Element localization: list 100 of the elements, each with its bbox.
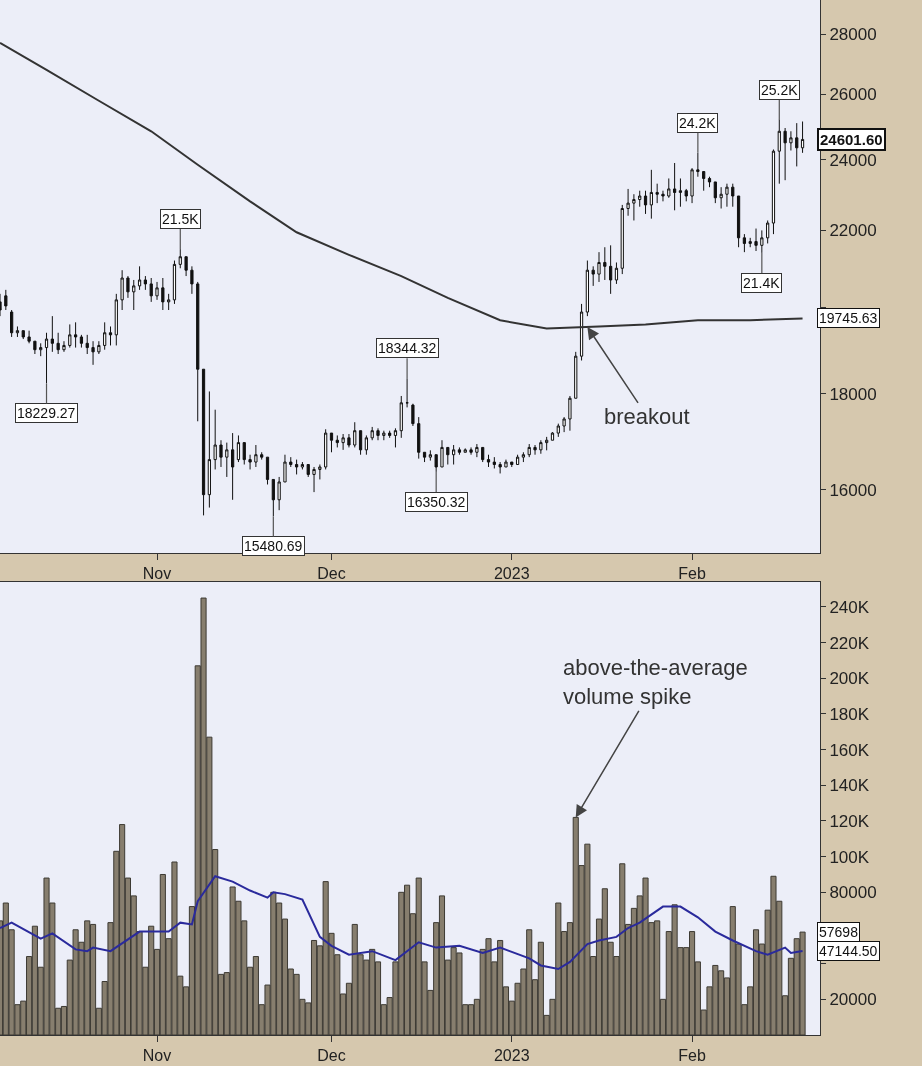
candlestick <box>574 351 578 399</box>
candlestick <box>318 464 322 480</box>
candlestick <box>469 446 473 456</box>
candlestick <box>667 177 671 199</box>
annotation: breakout <box>604 404 690 429</box>
candlestick <box>649 169 653 220</box>
annotation: 24.2K <box>679 115 717 131</box>
x-tick-label: Dec <box>317 1047 346 1065</box>
candlestick <box>713 181 717 204</box>
candlestick <box>219 439 223 468</box>
candlestick <box>283 454 287 483</box>
annotation: 21.4K <box>743 275 781 291</box>
candlestick <box>73 321 78 349</box>
candlestick <box>609 244 613 295</box>
candlestick <box>120 269 124 311</box>
candlestick <box>50 315 54 353</box>
candlestick <box>632 193 636 221</box>
candlestick <box>446 446 450 466</box>
candlestick <box>103 321 107 351</box>
candlestick <box>62 340 66 353</box>
candlestick <box>376 427 380 441</box>
candlestick <box>161 277 165 311</box>
candlestick <box>126 275 130 299</box>
candlestick <box>300 461 305 470</box>
candlestick <box>452 444 456 466</box>
candlestick <box>172 260 177 305</box>
candlestick <box>504 459 508 468</box>
candlestick <box>225 442 229 478</box>
x-tick-label: Feb <box>678 565 706 583</box>
x-tick-label: Nov <box>142 565 172 583</box>
candlestick <box>68 323 72 349</box>
x-tick-label: 2023 <box>493 565 530 583</box>
candlestick <box>341 433 345 451</box>
y-tick-label: 16000 <box>829 480 877 500</box>
candlestick <box>91 340 95 366</box>
y-tick-label: 120K <box>829 811 870 831</box>
candlestick <box>347 433 351 448</box>
y-tick-label: 240K <box>829 597 870 617</box>
candlestick <box>335 434 339 448</box>
candlestick <box>789 130 793 151</box>
candlestick <box>568 395 572 432</box>
candlestick <box>382 430 386 441</box>
y-tick-label: 80000 <box>829 883 877 903</box>
candlestick <box>766 219 770 244</box>
candlestick <box>44 332 49 384</box>
candlestick <box>289 456 293 468</box>
candlestick <box>79 334 84 349</box>
candlestick <box>678 177 683 208</box>
candlestick <box>353 421 357 448</box>
candlestick <box>702 171 706 192</box>
annotation: 16350.32 <box>407 494 466 510</box>
candlestick <box>754 228 758 252</box>
candlestick <box>655 183 659 204</box>
candlestick <box>39 342 43 357</box>
candlestick <box>137 265 142 291</box>
candlestick <box>27 330 31 344</box>
candlestick <box>242 442 246 466</box>
candlestick <box>149 277 153 303</box>
candlestick <box>463 447 467 453</box>
y-tick-label: 26000 <box>829 85 877 105</box>
candlestick <box>492 456 496 469</box>
y-tick-label: 200K <box>829 669 870 689</box>
candlestick <box>795 122 799 167</box>
annotation: 47144.50 <box>819 943 878 959</box>
candlestick <box>556 423 560 438</box>
x-tick-label: 2023 <box>493 1047 530 1065</box>
candlestick <box>306 464 310 478</box>
candlestick <box>370 426 374 441</box>
candlestick <box>143 275 148 291</box>
candlestick <box>21 330 25 340</box>
candlestick <box>236 434 241 463</box>
candlestick <box>643 190 648 215</box>
annotation: 24601.60 <box>820 131 883 148</box>
candlestick <box>725 183 729 208</box>
candlestick <box>684 188 688 202</box>
candlestick <box>585 260 589 317</box>
candlestick <box>579 303 584 361</box>
candlestick <box>417 416 421 460</box>
y-tick-label: 24000 <box>829 150 877 170</box>
candlestick <box>690 167 694 204</box>
candlestick <box>614 261 619 285</box>
candlestick <box>603 246 607 281</box>
candlestick <box>550 431 555 441</box>
candlestick <box>521 451 526 463</box>
candlestick <box>260 451 264 461</box>
candlestick <box>626 188 630 217</box>
candlestick <box>597 251 601 283</box>
candlestick <box>498 461 502 474</box>
y-tick-label: 160K <box>829 740 870 760</box>
candlestick <box>661 190 665 202</box>
candlestick <box>196 281 200 422</box>
candlestick <box>97 340 101 355</box>
line-series <box>0 875 804 971</box>
candlestick <box>231 432 235 501</box>
annotation: 18344.32 <box>378 340 437 356</box>
x-tick-label: Feb <box>678 1047 706 1065</box>
candlestick <box>399 395 403 439</box>
candlestick <box>411 403 415 427</box>
annotation: above-the-average volume spike <box>563 655 748 709</box>
candlestick <box>358 430 363 456</box>
